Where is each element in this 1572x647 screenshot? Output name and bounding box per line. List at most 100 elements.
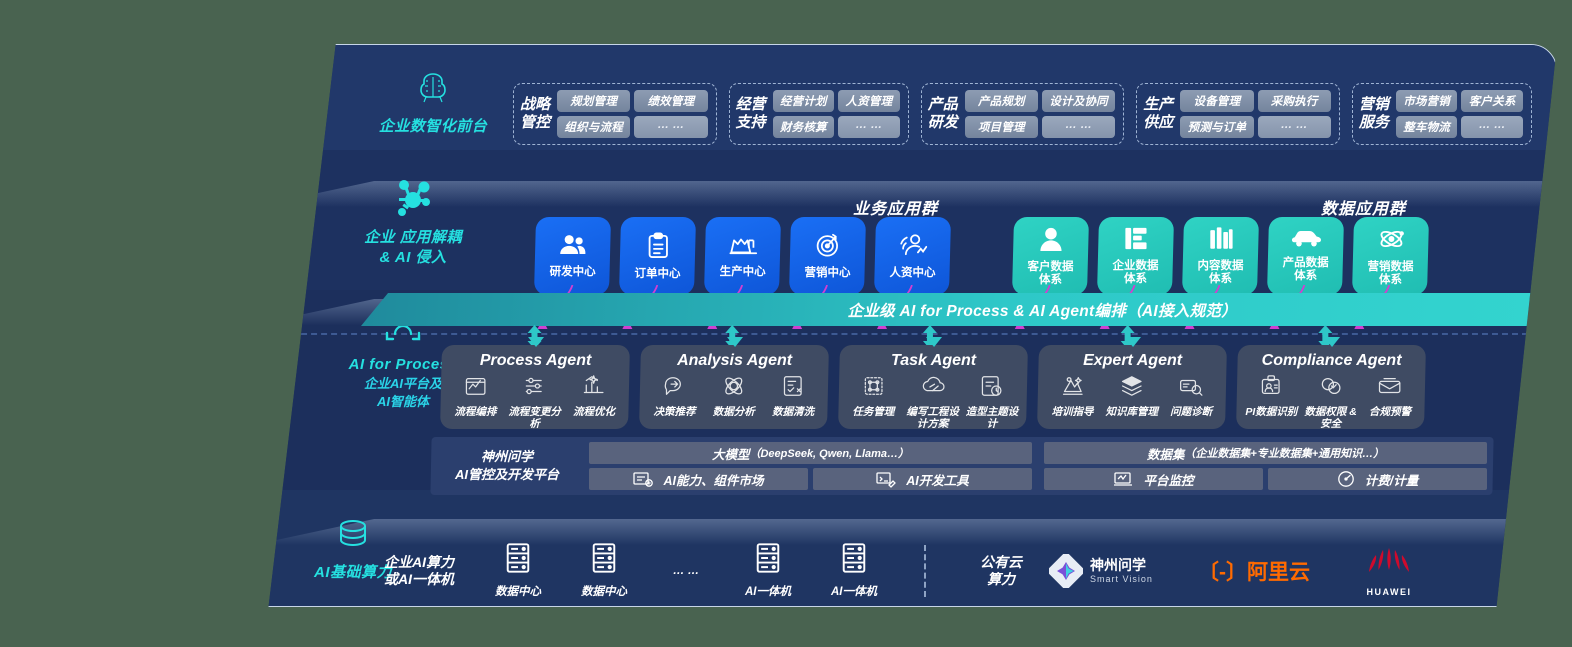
infra-item-server-rack-icon[interactable]: 数据中心	[475, 542, 561, 599]
agent-card-expert-agent[interactable]: Expert Agent 培训指导 知识库管理 问题诊断	[1037, 337, 1227, 429]
agent-capability[interactable]: 决策推荐	[646, 374, 703, 418]
agent-capability-list: 任务管理 编写工程设计方案 造型主题设计	[845, 374, 1021, 430]
decouple-molecule-icon	[398, 180, 430, 216]
domain-chip[interactable]: 人资管理	[838, 90, 900, 112]
app-card-users[interactable]: 研发中心	[533, 217, 612, 295]
agent-capability[interactable]: 数据权限 & 安全	[1302, 374, 1359, 430]
app-card-label: 客户数据 体系	[1027, 261, 1074, 286]
agent-card-process-agent[interactable]: Process Agent 流程编排 流程变更分析 流程优化	[440, 337, 630, 430]
billing-metering-cell[interactable]: 计费/计量	[1268, 468, 1487, 490]
domain-chip[interactable]: … …	[838, 116, 900, 138]
domain-chip[interactable]: 设备管理	[1180, 90, 1254, 112]
alert-doc-icon	[1361, 374, 1418, 403]
top-domain-group-0: 战略 管控 规划管理 绩效管理 组织与流程… …	[513, 83, 717, 145]
agent-capability[interactable]: 培训指导	[1044, 374, 1101, 418]
app-card-car[interactable]: 产品数据 体系	[1266, 217, 1345, 295]
ai-capability-market-cell[interactable]: AI能力、组件市场	[589, 468, 808, 490]
agent-title: Compliance Agent	[1261, 352, 1402, 369]
agent-card-compliance-agent[interactable]: Compliance Agent PI数据识别 数据权限 & 安全 合规预警	[1236, 337, 1426, 430]
building-icon	[1123, 226, 1149, 255]
ai-dev-tool-cell[interactable]: AI开发工具	[813, 468, 1032, 490]
infra-item-text: 企业AI算力 或AI一体机	[363, 554, 475, 589]
agent-capability-list: 决策推荐 数据分析 数据清洗	[646, 374, 822, 418]
agent-capability[interactable]: 任务管理	[845, 374, 902, 418]
business-group-heading: 业务应用群	[853, 201, 939, 218]
infra-label: 公有云 算力	[980, 553, 1022, 588]
infra-item-server-rack-icon[interactable]: 数据中心	[561, 542, 647, 599]
top-domain-group-4: 营销 服务 市场营销 客户关系 整车物流… …	[1351, 83, 1532, 145]
domain-chip[interactable]: 设计及协同	[1042, 90, 1116, 112]
agent-capability[interactable]: 流程编排	[447, 374, 504, 418]
component-market-icon	[633, 471, 654, 487]
agent-capability[interactable]: 造型主题设计	[963, 374, 1020, 430]
infra-label: 数据中心	[581, 586, 627, 599]
domain-chip[interactable]: … …	[1042, 116, 1116, 138]
id-card-icon	[1243, 374, 1300, 403]
group-chip-grid: 设备管理 采购执行 预测与订单… …	[1180, 90, 1331, 138]
app-card-atom[interactable]: 营销数据 体系	[1351, 217, 1430, 295]
app-card-label: 营销中心	[804, 267, 851, 279]
infra-item-server-rack-icon[interactable]: AI一体机	[811, 542, 897, 599]
app-card-person-chart[interactable]: 人资中心	[873, 217, 952, 295]
agent-capability-label: 问题诊断	[1170, 406, 1213, 418]
users-icon	[559, 233, 587, 261]
app-card-books[interactable]: 内容数据 体系	[1181, 217, 1260, 295]
agent-capability[interactable]: 编写工程设计方案	[904, 374, 961, 430]
infra-item-server-rack-icon[interactable]: AI一体机	[725, 542, 811, 599]
domain-chip[interactable]: 客户关系	[1461, 90, 1523, 112]
server-rack-icon	[725, 542, 811, 579]
domain-chip[interactable]: 项目管理	[964, 116, 1038, 138]
cell-label: AI开发工具	[906, 473, 969, 488]
domain-chip[interactable]: 市场营销	[1395, 90, 1458, 112]
infra-label: AI一体机	[745, 586, 791, 599]
agent-capability[interactable]: 问题诊断	[1162, 374, 1219, 418]
agent-capability-label: 任务管理	[852, 406, 895, 418]
agent-card-analysis-agent[interactable]: Analysis Agent 决策推荐 数据分析 数据清洗	[639, 337, 829, 429]
rail-label: 企业数智化前台	[378, 118, 488, 135]
agent-capability[interactable]: 数据清洗	[764, 374, 821, 418]
app-card-target[interactable]: 营销中心	[788, 217, 867, 295]
rail-item-frontend: 企业数智化前台	[333, 69, 533, 137]
domain-chip[interactable]: 整车物流	[1395, 116, 1458, 138]
domain-chip[interactable]: 绩效管理	[634, 90, 708, 112]
server-rack-icon	[811, 542, 897, 579]
domain-chip[interactable]: … …	[1257, 116, 1331, 138]
logo-line1: 神州问学	[1090, 557, 1146, 574]
app-card-label: 营销数据 体系	[1367, 260, 1414, 286]
training-icon	[1044, 374, 1101, 403]
platform-monitor-cell[interactable]: 平台监控	[1044, 468, 1263, 490]
agent-capability[interactable]: 数据分析	[705, 374, 762, 418]
app-card-label: 生产中心	[719, 266, 766, 278]
band-frontend	[268, 45, 1556, 150]
app-card-clipboard[interactable]: 订单中心	[618, 217, 697, 295]
agent-capability-label: 数据分析	[712, 406, 755, 418]
app-card-building[interactable]: 企业数据 体系	[1096, 217, 1175, 295]
design-clock-icon	[963, 374, 1020, 403]
domain-chip[interactable]: 采购执行	[1257, 90, 1331, 112]
agent-capability[interactable]: 知识库管理	[1103, 374, 1160, 418]
app-card-user-avatar[interactable]: 客户数据 体系	[1011, 217, 1090, 295]
domain-chip[interactable]: 产品规划	[964, 90, 1038, 112]
monitor-icon	[1114, 471, 1133, 486]
agent-caret-icon	[528, 337, 545, 347]
agent-capability-list: 流程编排 流程变更分析 流程优化	[447, 374, 623, 430]
agent-capability[interactable]: 合规预警	[1361, 374, 1418, 418]
agent-capability[interactable]: 流程变更分析	[506, 374, 563, 430]
app-card-factory[interactable]: 生产中心	[703, 217, 782, 295]
rail-sublabel: 企业AI平台及 AI智能体	[363, 376, 442, 409]
rail-label: 企业 应用解耦	[364, 229, 462, 246]
domain-chip[interactable]: 预测与订单	[1180, 116, 1254, 138]
domain-chip[interactable]: 组织与流程	[557, 116, 631, 138]
architecture-frame: 企业数智化前台	[268, 44, 1557, 607]
platform-name: 神州问学 AI管控及开发平台	[454, 449, 559, 482]
domain-chip[interactable]: 经营计划	[772, 90, 835, 112]
agent-card-task-agent[interactable]: Task Agent 任务管理 编写工程设计方案 造型主题设计	[838, 337, 1028, 430]
domain-chip[interactable]: 规划管理	[557, 90, 631, 112]
large-model-title: 大模型	[711, 447, 750, 462]
agent-capability[interactable]: 流程优化	[565, 374, 622, 418]
agent-capability[interactable]: PI数据识别	[1243, 374, 1300, 418]
domain-chip[interactable]: 财务核算	[772, 116, 835, 138]
database-icon	[340, 520, 366, 547]
domain-chip[interactable]: … …	[634, 116, 708, 138]
domain-chip[interactable]: … …	[1461, 116, 1523, 138]
